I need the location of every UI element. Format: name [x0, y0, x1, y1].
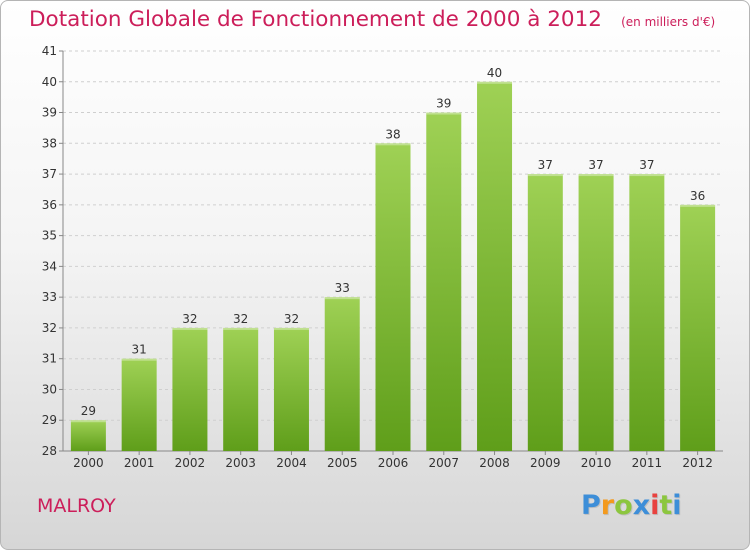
x-tick-label: 2009 [530, 456, 561, 470]
bar-highlight [70, 420, 106, 423]
data-label: 37 [639, 158, 654, 172]
x-tick-label: 2004 [276, 456, 307, 470]
bar-highlight [223, 327, 259, 330]
chart-title: Dotation Globale de Fonctionnement de 20… [29, 7, 602, 32]
data-label: 36 [690, 189, 705, 203]
data-label: 38 [385, 127, 400, 141]
data-label: 31 [132, 343, 147, 357]
bar-2000 [70, 420, 106, 451]
y-tick-label: 31 [42, 352, 57, 366]
logo-letter: P [581, 490, 601, 521]
logo-letter: x [632, 490, 651, 521]
x-tick-label: 2007 [428, 456, 459, 470]
bar-2001 [121, 358, 157, 451]
y-tick-label: 37 [42, 167, 57, 181]
y-tick-label: 30 [42, 382, 57, 396]
data-label: 32 [284, 312, 299, 326]
proxiti-logo[interactable]: Proxiti [581, 490, 682, 521]
logo-letter: r [600, 490, 615, 521]
x-tick-label: 2000 [73, 456, 104, 470]
y-tick-label: 33 [42, 290, 57, 304]
x-tick-label: 2005 [327, 456, 358, 470]
commune-name: MALROY [37, 495, 116, 517]
y-tick-label: 39 [42, 106, 57, 120]
y-tick-label: 35 [42, 229, 57, 243]
logo-letter: i [650, 490, 660, 521]
bar-2008 [477, 81, 513, 452]
x-tick-label: 2001 [124, 456, 155, 470]
y-tick-label: 36 [42, 198, 57, 212]
data-label: 37 [588, 158, 603, 172]
bar-2012 [680, 204, 716, 451]
bar-highlight [680, 204, 716, 207]
bar-2003 [223, 327, 259, 451]
y-tick-label: 38 [42, 136, 57, 150]
data-label: 32 [233, 312, 248, 326]
bar-2009 [527, 174, 563, 452]
y-tick-label: 32 [42, 321, 57, 335]
logo-letter: t [659, 490, 673, 521]
bar-highlight [578, 174, 614, 177]
x-tick-label: 2010 [581, 456, 612, 470]
data-label: 40 [487, 66, 502, 80]
bar-2010 [578, 174, 614, 452]
x-tick-label: 2003 [225, 456, 256, 470]
x-tick-label: 2002 [175, 456, 206, 470]
y-tick-label: 34 [42, 259, 57, 273]
bar-highlight [477, 81, 513, 84]
bar-2002 [172, 327, 208, 451]
data-label: 37 [538, 158, 553, 172]
data-label: 33 [335, 281, 350, 295]
x-tick-label: 2008 [479, 456, 510, 470]
axes: 28 29 30 31 32 33 34 35 36 37 38 39 40 41 2000 2001 2002… [42, 44, 723, 470]
bar-highlight [426, 112, 462, 115]
logo-letter: o [614, 490, 633, 521]
bar-2006 [375, 143, 411, 452]
x-tick-label: 2006 [378, 456, 409, 470]
x-tick-label: 2012 [682, 456, 713, 470]
x-tick-label: 2011 [632, 456, 663, 470]
bar-highlight [629, 174, 665, 177]
bar-2011 [629, 174, 665, 452]
bar-2007 [426, 112, 462, 452]
data-label: 39 [436, 97, 451, 111]
y-tick-label: 29 [42, 413, 57, 427]
y-tick-label: 28 [42, 444, 57, 458]
bars [70, 81, 716, 452]
bar-2005 [324, 297, 360, 451]
bar-2004 [273, 327, 309, 451]
data-labels: 29 31 32 32 32 33 38 39 40 37 37 37 36 [81, 66, 706, 418]
bar-highlight [527, 174, 563, 177]
chart-subtitle: (en milliers d'€) [621, 15, 716, 29]
bar-highlight [324, 297, 360, 300]
logo-letter: i [672, 490, 682, 521]
bar-highlight [172, 327, 208, 330]
bar-highlight [375, 143, 411, 146]
title-row: Dotation Globale de Fonctionnement de 20… [29, 7, 715, 32]
y-tick-label: 40 [42, 75, 57, 89]
bar-highlight [273, 327, 309, 330]
data-label: 29 [81, 404, 96, 418]
bar-highlight [121, 358, 157, 361]
y-tick-label: 41 [42, 44, 57, 58]
data-label: 32 [182, 312, 197, 326]
